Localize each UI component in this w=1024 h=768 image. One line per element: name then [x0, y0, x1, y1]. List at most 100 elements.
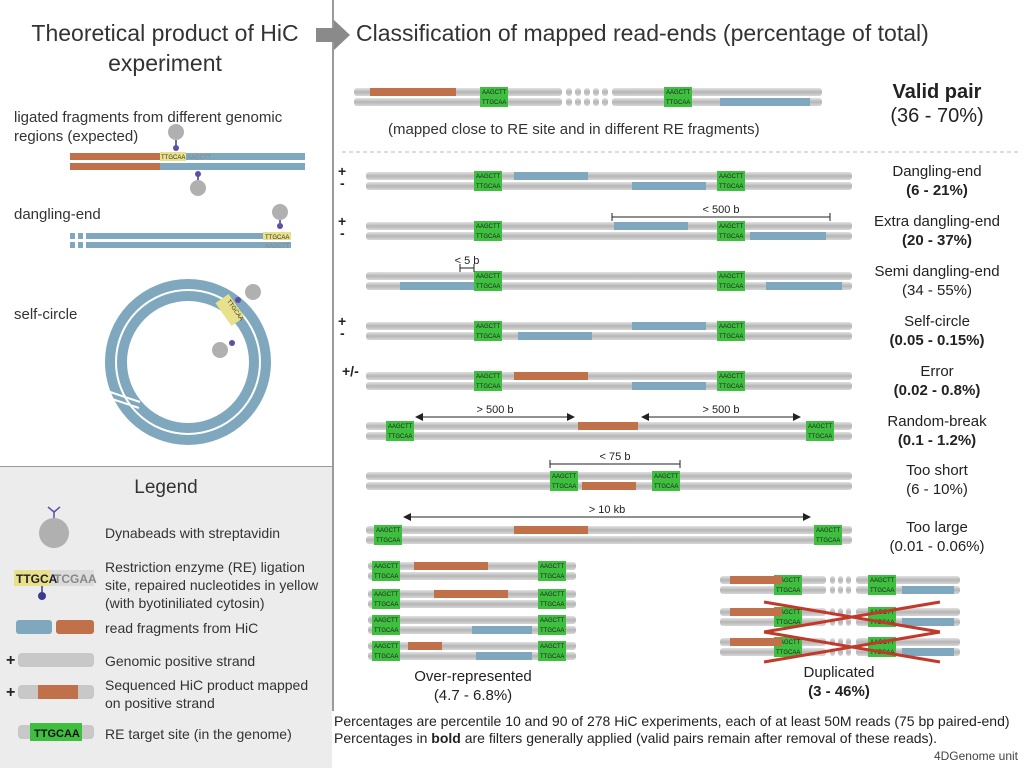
row1-strand-top: [366, 222, 852, 230]
valid-pair-name: Valid pair: [892, 81, 982, 103]
read-fragment: [632, 182, 706, 190]
svg-text:AAGCTT: AAGCTT: [265, 244, 290, 250]
re-site-box: [474, 321, 502, 341]
ligated-label: ligated fragments from different genomic…: [14, 109, 283, 145]
re-site-top-seq: AAGCTT: [476, 374, 501, 380]
re-site-top-seq: AAGCTT: [374, 592, 399, 598]
re-site-bottom-seq: TTGCAA: [719, 384, 743, 390]
valid-pair-gap-top: [584, 88, 590, 96]
valid-pair-read-orange: [370, 88, 456, 96]
read-fragment: [632, 382, 706, 390]
dup-gap-top: [846, 638, 851, 646]
row1-minus: -: [340, 225, 345, 241]
read-fragment: [400, 282, 474, 290]
valid-pair-gap-top: [566, 88, 572, 96]
re-site-top-seq: AAGCTT: [476, 324, 501, 330]
row3-minus: -: [340, 325, 345, 341]
genomic-strand-icon: [18, 653, 94, 667]
re-site-box: [652, 471, 680, 491]
legend-item-re-site: RE target site (in the genome): [105, 726, 292, 742]
re-site-icon: [30, 723, 82, 741]
footnote-line1: Percentages are percentile 10 and 90 of …: [334, 713, 1010, 729]
over-rep-strand-0-bottom: [368, 572, 576, 580]
legend-icons: TTGCA TCGAA + + TTGCAA: [6, 506, 97, 741]
ligated-site-rest: AAGCTT: [187, 155, 212, 161]
row5-distance-right-label: > 500 b: [702, 404, 739, 416]
dynabead-icon: [39, 518, 69, 548]
bead-icon: [168, 124, 184, 140]
re-site-bottom-seq: TTGCAA: [374, 574, 398, 580]
dangling-label: dangling-end: [14, 206, 101, 223]
dup-gap-top: [830, 576, 835, 584]
valid-pair-gap-bottom: [566, 98, 572, 106]
re-site-top-seq: AAGCTT: [719, 174, 744, 180]
re-site-bottom-seq: TTGCAA: [476, 184, 500, 190]
re-site-box: [868, 575, 896, 595]
re-site-top-seq: AAGCTT: [476, 274, 501, 280]
re-site-bottom-seq: TTGCAA: [816, 538, 840, 544]
re-site-top-seq: AAGCTT: [540, 644, 565, 650]
dup-gap-bottom: [846, 618, 851, 626]
footnote-line2: Percentages in bold are filters generall…: [334, 730, 938, 746]
re-site-top-seq: AAGCTT: [476, 224, 501, 230]
row2-strand-top: [366, 272, 852, 280]
re-site-bottom-seq: TTGCAA: [476, 334, 500, 340]
dup-read-orange-0: [730, 576, 782, 584]
row0-strand-bottom: [366, 182, 852, 190]
dup-gap-top: [838, 576, 843, 584]
re-site-top-seq: AAGCTT: [482, 90, 507, 96]
row4-strand-top: [366, 372, 852, 380]
valid-pair-gap-bottom: [593, 98, 599, 106]
dup-gap-top: [846, 608, 851, 616]
read-fragment: [514, 172, 588, 180]
row3-plus: +: [338, 313, 346, 329]
re-site-box: [550, 471, 578, 491]
valid-pair-gap-top: [593, 88, 599, 96]
re-site-bottom-seq: TTGCAA: [482, 100, 506, 106]
legend-item-ligation-site: Restriction enzyme (RE) ligation site, r…: [105, 559, 319, 611]
dup-gap-bottom: [846, 586, 851, 594]
re-site-bottom-seq: TTGCAA: [654, 484, 678, 490]
row3-strand-top: [366, 322, 852, 330]
dup-gap-bottom: [838, 586, 843, 594]
theoretical-diagram: TTGCAA AAGCTT TTGCAA AAGCTT TTGCAA: [70, 124, 305, 445]
re-site-bottom-seq: TTGCAA: [719, 334, 743, 340]
over-rep-read-extra: [476, 652, 532, 660]
valid-pair-read-blue: [720, 98, 810, 106]
re-site-seq: TTGCAA: [34, 728, 80, 740]
re-site-top-seq: AAGCTT: [776, 610, 801, 616]
arrow-right-icon: [316, 20, 350, 50]
re-site-bottom-seq: TTGCAA: [808, 434, 832, 440]
re-site-top-seq: AAGCTT: [719, 274, 744, 280]
plus-sign: +: [6, 652, 15, 669]
re-site-top-seq: AAGCTT: [870, 578, 895, 584]
theoretical-panel: Theoretical product of HiC experiment li…: [0, 0, 332, 466]
row0-minus: -: [340, 175, 345, 191]
over-rep-strand-2-top: [368, 616, 576, 624]
re-site-box: [374, 525, 402, 545]
row2-distance-label: < 5 b: [455, 255, 480, 267]
over-rep-read-1: [434, 590, 508, 598]
re-site-top-seq: AAGCTT: [776, 640, 801, 646]
read-fragment: [518, 332, 592, 340]
read-fragment: [514, 372, 588, 380]
dup-cross-b-2: [763, 630, 941, 664]
over-rep-read-0: [414, 562, 488, 570]
read-fragment: [582, 482, 636, 490]
duplicated-label: Duplicated (3 - 46%): [803, 664, 875, 700]
re-site-bottom-seq: TTGCAA: [776, 650, 800, 656]
re-site-box: [538, 615, 566, 635]
legend-item-dynabeads: Dynabeads with streptavidin: [105, 525, 281, 541]
legend-item-sequenced-product: Sequenced HiC product mapped on positive…: [105, 677, 309, 711]
row0-strand-top: [366, 172, 852, 180]
dup-gap-bottom: [846, 648, 851, 656]
classification-title: Classification of mapped read-ends (perc…: [356, 20, 929, 46]
ligated-site-seq: TTGCAA: [161, 155, 185, 161]
row-label-error: Error (0.02 - 0.8%): [893, 363, 981, 399]
row7-strand-top: [366, 526, 852, 534]
re-site-box: [474, 171, 502, 191]
selfcircle-label: self-circle: [14, 306, 78, 323]
dup-read-blue-0: [902, 586, 954, 594]
row6-strand-top: [366, 472, 852, 480]
